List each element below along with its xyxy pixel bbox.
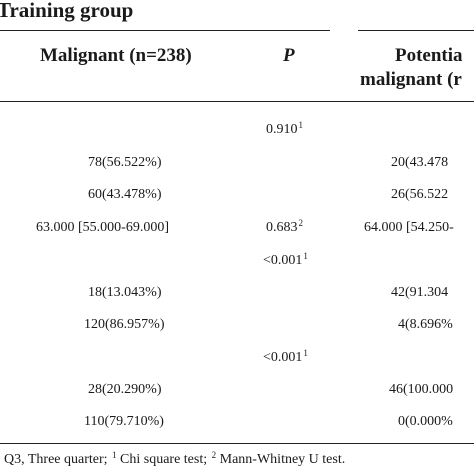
header-malignant: Malignant (n=238) — [40, 45, 192, 66]
footnote-text: Mann-Whitney U test. — [216, 452, 346, 467]
table-cell-potential: 46(100.000 — [389, 382, 454, 397]
header-potential-line2: malignant (r — [360, 69, 462, 90]
table-row-p: 0.6832 — [266, 218, 304, 236]
footnote-mark: 1 — [112, 450, 117, 460]
table-cell-malignant: 120(86.957%) — [84, 317, 165, 332]
footnote-text: Chi square test; — [116, 452, 211, 467]
table-cell-malignant: 78(56.522%) — [88, 155, 162, 170]
table-cell-potential: 0(0.000% — [398, 414, 453, 429]
table-cell-malignant: 63.000 [55.000-69.000] — [36, 220, 169, 235]
footnote-text: Q3, Three quarter; — [4, 452, 112, 467]
table-cell-malignant: 110(79.710%) — [84, 414, 164, 429]
bottom-rule — [0, 443, 474, 444]
table-cell-potential: 64.000 [54.250- — [364, 220, 454, 235]
table-footnote: Q3, Three quarter; 1 Chi square test; 2 … — [4, 450, 346, 468]
footnote-mark: 2 — [211, 450, 217, 460]
table-cell-potential: 42(91.304 — [391, 285, 449, 300]
top-rule-left — [0, 30, 330, 31]
header-p-value: P — [283, 45, 295, 66]
p-footnote-mark: 1 — [298, 120, 304, 130]
top-rule-right — [358, 30, 474, 31]
p-footnote-mark: 1 — [303, 348, 308, 358]
table-cell-malignant: 60(43.478%) — [88, 187, 162, 202]
table-cell-potential: 26(56.522 — [391, 187, 449, 202]
table-cell-potential: 4(8.696% — [398, 317, 453, 332]
table-cell-potential: 20(43.478 — [391, 155, 449, 170]
table-row-p: <0.0011 — [263, 251, 308, 269]
p-value: <0.001 — [263, 253, 303, 268]
p-footnote-mark: 1 — [303, 251, 308, 261]
p-value: <0.001 — [263, 350, 303, 365]
header-rule — [0, 101, 474, 102]
header-potential-line1: Potentia — [395, 45, 463, 66]
p-value: 0.683 — [266, 220, 298, 235]
table-cell-malignant: 18(13.043%) — [88, 285, 162, 300]
group-title: Training group — [0, 0, 134, 22]
table-row-p: <0.0011 — [263, 348, 308, 366]
p-value: 0.910 — [266, 122, 298, 137]
p-footnote-mark: 2 — [298, 218, 304, 228]
table-row-p: 0.9101 — [266, 120, 304, 138]
table-cell-malignant: 28(20.290%) — [88, 382, 162, 397]
